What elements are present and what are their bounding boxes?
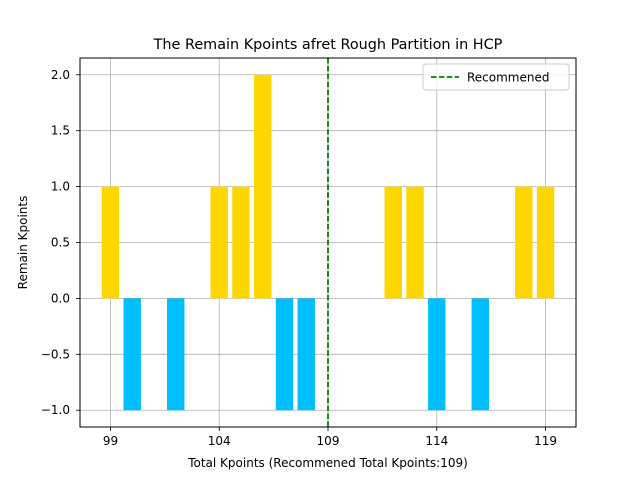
- bars: [101, 74, 555, 411]
- bar-104: [210, 186, 228, 299]
- y-tick-label-1: −0.5: [41, 347, 70, 361]
- legend-label-recommended: Recommened: [467, 71, 550, 85]
- bar-106: [254, 74, 272, 299]
- legend-box: [422, 63, 570, 91]
- bar-107: [275, 298, 294, 411]
- bar-113: [406, 186, 424, 299]
- x-tick-label-119: 119: [534, 434, 557, 448]
- x-axis-label: Total Kpoints (Recommened Total Kpoints:…: [187, 456, 468, 470]
- y-tick-label-6: 2.0: [51, 68, 70, 82]
- x-tick-label-114: 114: [425, 434, 448, 448]
- y-tick-label-2: 0.0: [51, 291, 70, 305]
- bar-118: [515, 186, 533, 299]
- bar-105: [232, 186, 250, 299]
- bar-108: [297, 298, 315, 411]
- x-tick-label-99: 99: [103, 434, 118, 448]
- bar-112: [384, 186, 402, 299]
- x-axis-ticks: 99 104 109 114 119: [103, 427, 557, 448]
- y-tick-label-0: −1.0: [41, 403, 70, 417]
- x-tick-label-109: 109: [317, 434, 340, 448]
- bar-102: [167, 298, 185, 411]
- y-axis-label: Remain Kpoints: [16, 196, 30, 290]
- legend: Recommened: [422, 63, 570, 91]
- bar-119: [536, 186, 555, 299]
- bar-116: [471, 298, 489, 411]
- y-tick-label-3: 0.5: [51, 236, 70, 250]
- y-axis-ticks: −1.0 −0.5 0.0 0.5 1.0 1.5 2.0: [41, 68, 80, 417]
- chart-title: The Remain Kpoints afret Rough Partition…: [153, 37, 503, 53]
- y-tick-label-4: 1.0: [51, 180, 70, 194]
- bar-100: [123, 298, 141, 411]
- x-tick-label-104: 104: [208, 434, 231, 448]
- bar-114: [428, 298, 446, 411]
- bar-99: [101, 186, 120, 299]
- y-tick-label-5: 1.5: [51, 124, 70, 138]
